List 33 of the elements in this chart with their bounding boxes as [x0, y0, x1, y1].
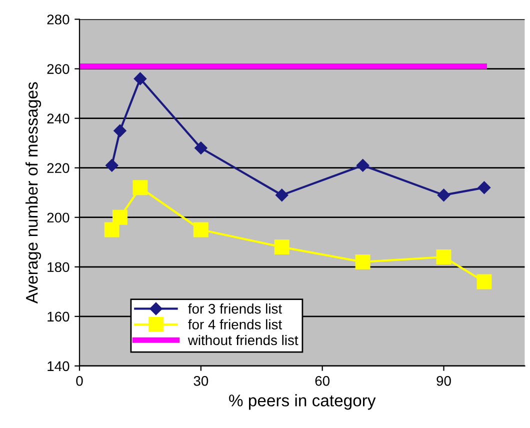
point [274, 240, 290, 255]
point [437, 188, 450, 202]
point [193, 222, 208, 238]
y-tick-label: 180 [48, 262, 70, 272]
y-axis-title: Average number of messages [26, 82, 42, 304]
x-axis-title: % peers in category [229, 394, 376, 410]
point [275, 188, 288, 202]
legend-label: for 3 friends list [188, 304, 282, 314]
point [194, 142, 208, 154]
point [436, 250, 452, 264]
point [355, 254, 370, 270]
y-tick-label: 260 [47, 64, 70, 74]
point [112, 210, 128, 225]
point [114, 124, 126, 138]
point [478, 181, 491, 194]
x-tick-label: 30 [194, 376, 208, 386]
x-tick-label: 60 [315, 376, 330, 386]
y-tick-label: 200 [47, 212, 70, 223]
y-tick-label: 280 [47, 14, 70, 24]
y-tick-label: 220 [47, 163, 70, 174]
point [105, 158, 118, 172]
point [132, 180, 148, 196]
x-tick-label: 0 [76, 376, 83, 386]
y-tick-label: 140 [48, 361, 70, 372]
legend-label: without friends list [188, 334, 298, 346]
legend-label: for 4 friends list [188, 319, 282, 330]
point [104, 222, 120, 238]
y-tick-label: 160 [48, 312, 70, 322]
point [356, 158, 370, 172]
point [476, 274, 492, 290]
y-tick-label: 240 [47, 114, 70, 124]
point [134, 72, 147, 86]
x-tick-label: 90 [436, 376, 451, 386]
